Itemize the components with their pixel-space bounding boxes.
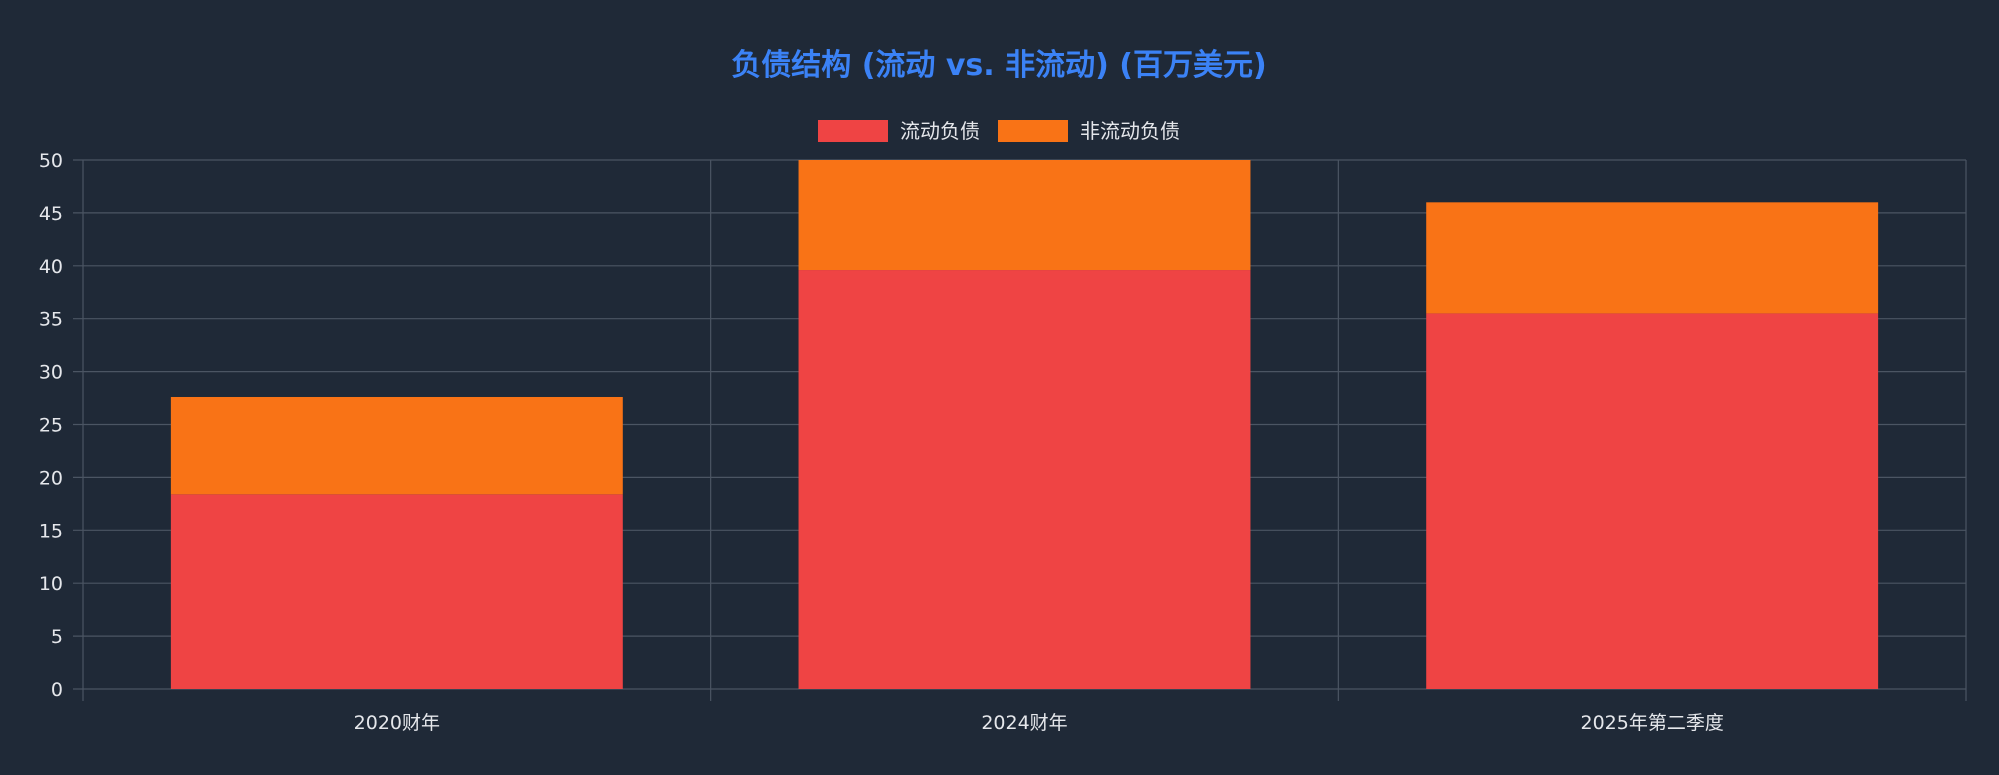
x-tick-label: 2020财年 xyxy=(354,712,440,734)
y-tick-label: 35 xyxy=(39,309,63,331)
bar-current-1[interactable] xyxy=(798,270,1251,689)
x-tick-label: 2024财年 xyxy=(981,712,1067,734)
y-tick-label: 40 xyxy=(39,256,63,278)
y-tick-label: 10 xyxy=(39,573,63,595)
bar-noncurrent-2[interactable] xyxy=(1426,202,1879,314)
y-tick-label: 0 xyxy=(51,679,63,701)
bars xyxy=(170,160,1879,689)
legend-swatch-1[interactable] xyxy=(998,120,1068,142)
x-tick-label: 2025年第二季度 xyxy=(1580,712,1723,734)
y-tick-label: 5 xyxy=(51,626,63,648)
legend-label-0[interactable]: 流动负债 xyxy=(900,119,980,143)
axes: 0 5 10 15 20 25 30 35 40 45 50 2020财年 2024财年 2025年第二季… xyxy=(39,150,1724,734)
legend-label-1[interactable]: 非流动负债 xyxy=(1080,119,1180,143)
bar-current-2[interactable] xyxy=(1426,313,1879,689)
y-tick-label: 20 xyxy=(39,467,63,489)
bar-noncurrent-1[interactable] xyxy=(798,160,1251,271)
y-tick-label: 50 xyxy=(39,150,63,172)
y-tick-label: 30 xyxy=(39,362,63,384)
chart-title: 负债结构 (流动 vs. 非流动) (百万美元) xyxy=(731,48,1266,83)
legend: 流动负债 非流动负债 xyxy=(818,119,1180,143)
bar-current-0[interactable] xyxy=(170,494,623,689)
y-tick-label: 25 xyxy=(39,415,63,437)
bar-noncurrent-0[interactable] xyxy=(170,396,623,495)
legend-swatch-0[interactable] xyxy=(818,120,888,142)
y-tick-label: 15 xyxy=(39,520,63,542)
y-tick-label: 45 xyxy=(39,203,63,225)
